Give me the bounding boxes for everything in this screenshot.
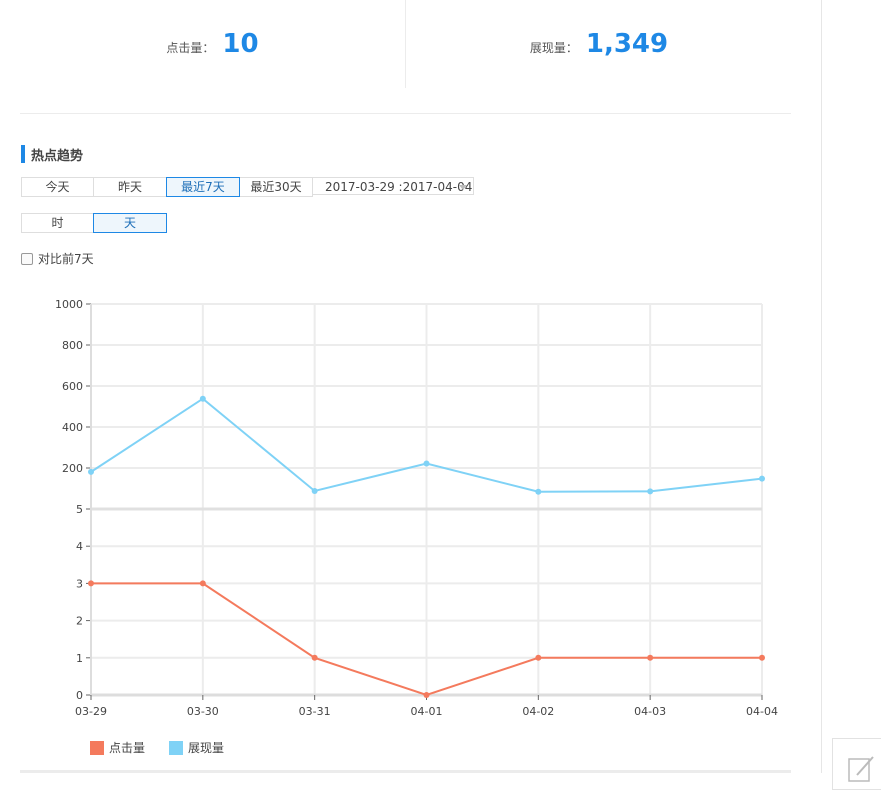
checkbox-icon[interactable] (21, 252, 33, 265)
compare-label: 对比前7天 (38, 252, 94, 266)
y-tick-label: 5 (76, 503, 83, 516)
data-point-views[interactable] (759, 475, 765, 482)
data-point-views[interactable] (88, 468, 94, 475)
views-value: 1,349 (585, 29, 669, 59)
x-tick-label: 04-01 (411, 705, 443, 718)
y-tick-label: 4 (76, 540, 83, 553)
tab-today[interactable]: 今天 (21, 177, 94, 197)
y-tick-label: 600 (62, 380, 83, 393)
report-panel: 点击量： 10 展现量： 1,349 热点趋势 今天 昨天 最近7天 最近30天… (20, 0, 822, 773)
pencil-icon (848, 756, 874, 782)
data-point-clicks[interactable] (535, 654, 542, 661)
tab-last-30-days[interactable]: 最近30天 (239, 177, 313, 197)
section-marker (21, 145, 25, 163)
y-tick-label: 800 (62, 339, 83, 352)
trend-chart: 1000 800 600 400 200 5 4 3 2 1 0 03-29 03-30 03-31 04-… (55, 298, 778, 718)
data-point-views[interactable] (311, 487, 318, 494)
views-stat: 展现量： 1,349 (405, 0, 792, 88)
data-point-views[interactable] (535, 488, 542, 495)
section-header: 热点趋势 (21, 145, 84, 164)
x-tick-label: 04-02 (522, 705, 554, 718)
x-tick-label: 03-30 (187, 705, 219, 718)
y-tick-label: 200 (62, 462, 83, 475)
x-tick-label: 03-29 (75, 705, 107, 718)
y-tick-label: 0 (76, 689, 83, 702)
legend-swatch-views (169, 740, 184, 755)
y-tick-label: 3 (76, 577, 83, 590)
data-point-views[interactable] (199, 395, 206, 402)
y-tick-label: 400 (62, 421, 83, 434)
data-point-clicks[interactable] (199, 580, 206, 587)
x-tick-label: 04-04 (746, 705, 778, 718)
compare-checkbox[interactable]: 对比前7天 (21, 250, 94, 267)
data-point-clicks[interactable] (88, 580, 94, 587)
dropdown-caret-icon (459, 185, 467, 190)
date-range-value: 2017-03-29 :2017-04-04 (325, 180, 473, 194)
legend-item-clicks[interactable]: 点击量 (90, 739, 145, 756)
data-point-clicks[interactable] (759, 654, 765, 661)
clicks-stat: 点击量： 10 (20, 0, 405, 88)
date-range-select[interactable]: 2017-03-29 :2017-04-04 (312, 177, 474, 195)
data-point-clicks[interactable] (311, 654, 318, 661)
y-tick-label: 1000 (55, 298, 83, 311)
tab-hour[interactable]: 时 (21, 213, 94, 233)
legend-swatch-clicks (90, 740, 104, 755)
tab-last-7-days[interactable]: 最近7天 (166, 177, 240, 197)
clicks-label: 点击量： (166, 40, 215, 55)
legend-label-clicks: 点击量 (109, 741, 146, 755)
y-tick-label: 2 (76, 615, 83, 628)
legend-item-views[interactable]: 展现量 (169, 739, 224, 756)
y-tick-label: 1 (76, 652, 83, 665)
data-point-views[interactable] (647, 488, 654, 495)
tab-day[interactable]: 天 (93, 213, 167, 233)
legend-label-views: 展现量 (188, 741, 225, 755)
tab-yesterday[interactable]: 昨天 (93, 177, 167, 197)
data-point-clicks[interactable] (423, 692, 430, 698)
data-point-clicks[interactable] (647, 654, 654, 661)
divider (20, 770, 791, 773)
x-tick-label: 04-03 (634, 705, 666, 718)
section-title: 热点趋势 (31, 148, 84, 164)
stats-summary: 点击量： 10 展现量： 1,349 (20, 0, 791, 114)
clicks-value: 10 (222, 29, 259, 59)
data-point-views[interactable] (423, 460, 430, 467)
views-label: 展现量： (529, 40, 578, 55)
chart-legend: 点击量 展现量 (90, 739, 248, 756)
x-tick-label: 03-31 (299, 705, 331, 718)
edit-button[interactable] (832, 738, 881, 790)
